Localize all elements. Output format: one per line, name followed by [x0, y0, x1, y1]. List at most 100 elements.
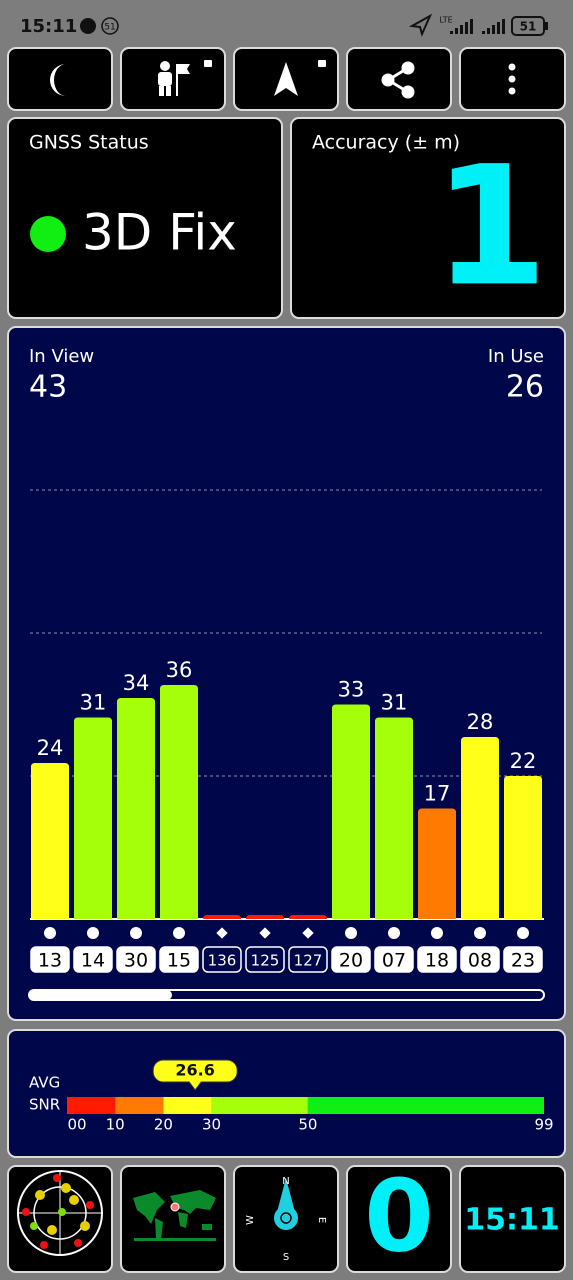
in-view-count: 43 — [29, 370, 67, 405]
moon-icon — [50, 64, 66, 96]
sat-id: 125 — [251, 952, 280, 970]
sat-id: 14 — [81, 950, 105, 972]
in-use-count: 26 — [506, 370, 544, 405]
snr-bar — [31, 763, 69, 919]
snr-segment — [211, 1097, 308, 1114]
in-use-label: In Use — [488, 346, 544, 367]
compass-hub-ring — [280, 1212, 292, 1224]
sat-marker-circle — [173, 927, 185, 939]
sat-id: 127 — [294, 952, 323, 970]
snr-average-marker — [152, 1059, 238, 1091]
sat-marker-circle — [44, 927, 56, 939]
snr-tick-label: 30 — [202, 1116, 221, 1134]
sat-id: 30 — [124, 950, 148, 972]
battery-icon — [511, 16, 545, 36]
compass-west: W — [245, 1215, 256, 1225]
snr-bar — [418, 808, 456, 919]
sat-id: 07 — [382, 950, 406, 972]
snr-bar — [160, 685, 198, 919]
compass-north: N — [282, 1176, 289, 1187]
sat-id: 18 — [425, 950, 449, 972]
sat-id: 20 — [339, 950, 363, 972]
notification-badge — [101, 17, 119, 35]
clock-value: 15:11 — [464, 1203, 560, 1238]
bar-value-label: 33 — [338, 678, 365, 702]
sat-id-box — [245, 946, 285, 973]
bar-value-label: 34 — [123, 671, 150, 695]
menu-icon — [508, 63, 516, 95]
snr-bar — [246, 915, 284, 919]
snr-average-label: 26.6 — [175, 1061, 214, 1080]
bar-value-label: 24 — [37, 736, 64, 760]
arrow-icon — [274, 62, 298, 96]
accuracy-panel[interactable] — [290, 117, 566, 319]
sat-id-box — [202, 946, 242, 973]
snr-segment — [67, 1097, 116, 1114]
night-mode-button[interactable] — [7, 47, 113, 111]
snr-bar — [203, 915, 241, 919]
sat-marker-circle — [517, 927, 529, 939]
speed-value: 0 — [364, 1157, 434, 1274]
snr-tick-label: 20 — [154, 1116, 173, 1134]
sat-marker-circle — [345, 927, 357, 939]
person-flag-icon — [158, 60, 212, 96]
messenger-icon — [80, 18, 96, 34]
world-map-icon — [133, 1190, 216, 1241]
toolbar — [7, 47, 566, 111]
sharing-button[interactable] — [120, 47, 226, 111]
sat-marker-diamond — [216, 927, 228, 939]
snr-bar — [375, 717, 413, 919]
snr-bar — [117, 698, 155, 919]
sat-marker-circle — [130, 927, 142, 939]
sat-id-box — [417, 946, 457, 973]
sat-id-box — [374, 946, 414, 973]
snr-bar — [461, 737, 499, 919]
sky-view-icon — [17, 1170, 103, 1256]
snr-panel[interactable] — [7, 1029, 566, 1158]
sat-id: 23 — [511, 950, 535, 972]
snr-label-snr: SNR — [29, 1096, 60, 1114]
snr-bar — [504, 776, 542, 919]
snr-bar — [74, 717, 112, 919]
snr-bar — [289, 915, 327, 919]
share-button[interactable] — [346, 47, 452, 111]
lock-icon — [318, 60, 326, 67]
scrollbar-thumb[interactable] — [29, 990, 172, 1000]
sat-id: 08 — [468, 950, 492, 972]
compass-hub — [274, 1206, 298, 1230]
snr-tick-label: 10 — [106, 1116, 125, 1134]
bar-value-label: 28 — [467, 710, 494, 734]
sat-marker-circle — [87, 927, 99, 939]
signal-2 — [482, 19, 505, 34]
compass-needle — [276, 1178, 296, 1216]
accuracy-title: Accuracy (± m) — [312, 132, 460, 154]
sat-id-box — [331, 946, 371, 973]
clock-tile[interactable] — [459, 1165, 566, 1273]
sat-marker-diamond — [302, 927, 314, 939]
sat-id-box — [288, 946, 328, 973]
compass-east: E — [316, 1217, 327, 1223]
sat-id-box — [503, 946, 543, 973]
snr-segment — [115, 1097, 164, 1114]
sat-marker-diamond — [259, 927, 271, 939]
gnss-status-panel[interactable] — [7, 117, 283, 319]
sat-id-box — [30, 946, 70, 973]
in-view-label: In View — [29, 346, 94, 367]
speed-tile[interactable] — [346, 1165, 452, 1273]
sat-id: 136 — [208, 952, 237, 970]
compass-south: S — [283, 1252, 289, 1263]
snr-tick-label: 50 — [298, 1116, 317, 1134]
share-icon — [381, 61, 415, 99]
snr-label-avg: AVG — [29, 1074, 60, 1092]
notification-count: 51 — [104, 23, 115, 33]
signal-1 — [450, 19, 473, 34]
snr-tick-label: 99 — [534, 1116, 553, 1134]
fix-indicator — [30, 216, 66, 252]
sat-marker-circle — [431, 927, 443, 939]
map-tile[interactable] — [120, 1165, 226, 1273]
sat-marker-circle — [388, 927, 400, 939]
sat-id-box — [460, 946, 500, 973]
bar-value-label: 22 — [510, 749, 537, 773]
location-icon — [408, 13, 433, 37]
